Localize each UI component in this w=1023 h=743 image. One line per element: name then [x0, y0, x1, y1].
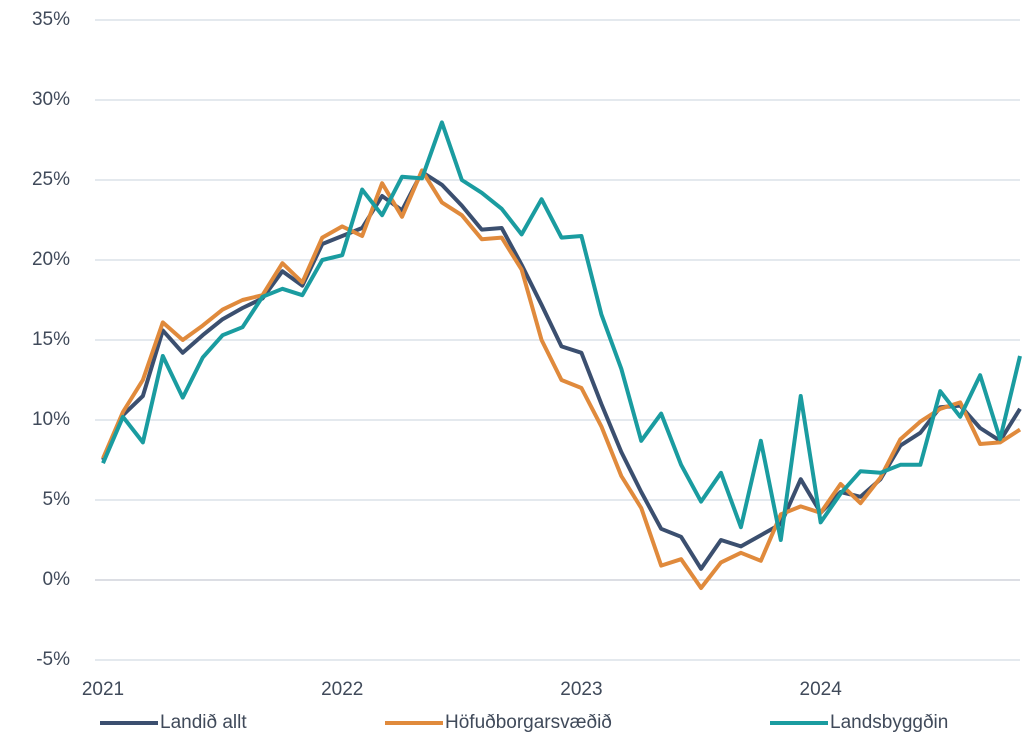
x-tick-label: 2023: [560, 679, 602, 700]
y-tick-label: 35%: [32, 9, 70, 30]
x-tick-label: 2024: [800, 679, 843, 700]
x-tick-label: 2022: [321, 679, 363, 700]
y-tick-label: -5%: [36, 649, 70, 670]
series-line: [101, 168, 1022, 590]
x-tick-label: 2021: [82, 679, 124, 700]
y-tick-label: 20%: [32, 249, 70, 270]
y-tick-label: 5%: [43, 489, 71, 510]
legend-label: Landið allt: [160, 712, 247, 733]
y-tick-label: 10%: [32, 409, 70, 430]
series-line: [101, 170, 1022, 571]
legend-label: Landsbyggðin: [830, 712, 948, 733]
y-tick-label: 0%: [43, 569, 71, 590]
legend-label: Höfuðborgarsvæðið: [445, 712, 612, 733]
y-tick-label: 30%: [32, 89, 70, 110]
y-tick-label: 25%: [32, 169, 70, 190]
series-line: [101, 120, 1022, 542]
y-tick-label: 15%: [32, 329, 70, 350]
